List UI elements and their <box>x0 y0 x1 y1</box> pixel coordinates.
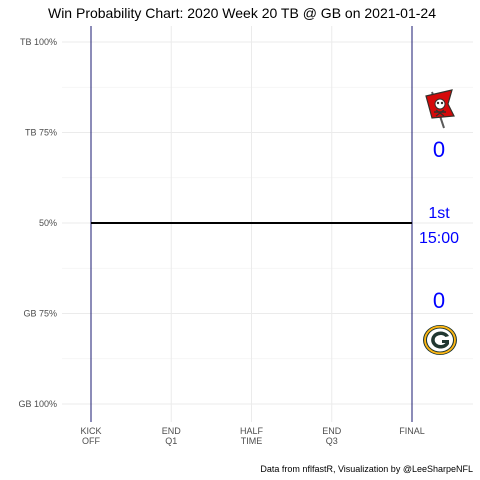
chart-caption: Data from nflfastR, Visualization by @Le… <box>260 464 473 474</box>
game-quarter: 1st <box>428 205 450 222</box>
y-tick-label-3: GB 75% <box>23 309 57 319</box>
x-tick-label-4: FINAL <box>399 426 425 436</box>
away-score: 0 <box>433 137 445 162</box>
x-tick-label-1: END Q1 <box>162 426 182 446</box>
home-score: 0 <box>433 288 445 313</box>
x-tick-label-3: END Q3 <box>322 426 342 446</box>
x-tick-label-2: HALF TIME <box>240 426 264 446</box>
y-tick-label-1: TB 75% <box>25 128 57 138</box>
buccaneers-logo-icon <box>425 89 455 129</box>
y-tick-label-0: TB 100% <box>20 37 57 47</box>
game-time: 15:00 <box>419 230 459 247</box>
x-tick-label-0: KICK OFF <box>80 426 101 446</box>
packers-logo-icon <box>423 325 457 355</box>
x-axis-ticks: KICK OFF END Q1 HALF TIME END Q3 FINAL <box>80 426 424 446</box>
y-tick-label-2: 50% <box>39 218 57 228</box>
y-tick-label-4: GB 100% <box>18 399 57 409</box>
y-axis-ticks: TB 100% TB 75% 50% GB 75% GB 100% <box>18 37 57 409</box>
chart-title: Win Probability Chart: 2020 Week 20 TB @… <box>48 5 436 21</box>
